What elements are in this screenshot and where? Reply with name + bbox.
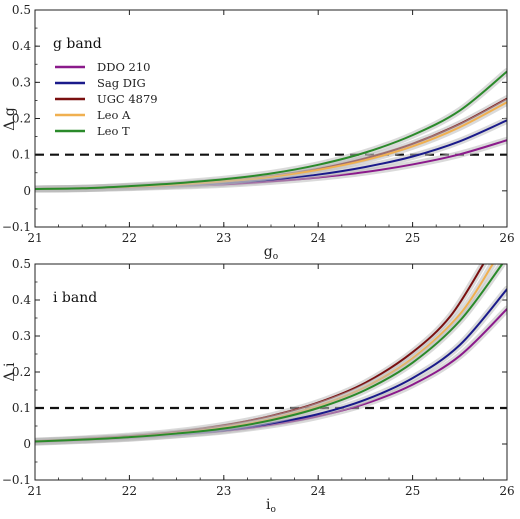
y-tick-label: 0.2 — [12, 112, 31, 126]
panel-label: i band — [53, 290, 97, 306]
x-tick-label: 25 — [405, 231, 420, 245]
series-group — [35, 264, 507, 446]
chart-panel-g-band: 21 22 23 24 25 26 −0.1 0 0.1 0.2 0.3 0.4 0.5 go Δ g g b… — [2, 3, 515, 262]
x-tick-label: 21 — [27, 231, 42, 245]
x-axis-label-subscript: o — [271, 505, 276, 515]
y-tick-label: 0.1 — [12, 148, 31, 162]
chart-panel-i-band: 21 22 23 24 25 26 −0.1 0 0.1 0.2 0.3 0.4 0.5 io Δ i i b… — [2, 257, 515, 515]
x-tick-label: 21 — [27, 484, 42, 498]
y-tick-label: 0.1 — [12, 401, 31, 415]
x-tick-label: 22 — [122, 484, 137, 498]
series-group — [35, 67, 507, 193]
y-tick-label: 0.2 — [12, 365, 31, 379]
legend-label-ddo-210: DDO 210 — [97, 60, 150, 74]
y-tick-label: 0.3 — [12, 329, 31, 343]
y-axis-label: Δ g — [2, 107, 18, 131]
y-axis-label: Δ i — [2, 362, 18, 382]
x-tick-label: 23 — [216, 231, 231, 245]
y-tick-label: 0.5 — [12, 3, 31, 17]
panel-label: g band — [53, 36, 102, 52]
x-axis-label-subscript: o — [273, 252, 278, 262]
y-tick-label: 0.5 — [12, 257, 31, 271]
legend-label-ugc-4879: UGC 4879 — [97, 92, 158, 106]
legend-label-leo-a: Leo A — [97, 108, 131, 122]
y-tick-label: 0.4 — [12, 293, 31, 307]
plot-frame — [34, 263, 508, 481]
y-tick-label: 0.3 — [12, 75, 31, 89]
x-axis-label: io — [266, 497, 276, 515]
x-tick-label: 24 — [311, 231, 327, 245]
x-tick-label: 24 — [311, 484, 327, 498]
x-tick-label: 26 — [499, 484, 514, 498]
y-tick-label: 0 — [23, 437, 31, 451]
y-tick-label: 0 — [23, 184, 31, 198]
y-tick-label: −0.1 — [2, 220, 31, 234]
y-tick-label: 0.4 — [12, 39, 31, 53]
legend-label-leo-t: Leo T — [97, 124, 130, 138]
x-tick-label: 25 — [405, 484, 420, 498]
x-tick-label: 26 — [499, 231, 514, 245]
y-tick-label: −0.1 — [2, 473, 31, 487]
plot-frame — [34, 9, 508, 228]
series-line-leo-t — [35, 264, 504, 443]
series-line-leo-t — [35, 70, 507, 191]
x-tick-label: 23 — [216, 484, 231, 498]
x-tick-label: 22 — [122, 231, 137, 245]
x-axis-label: go — [264, 244, 278, 262]
legend-label-sag-dig: Sag DIG — [97, 76, 146, 90]
